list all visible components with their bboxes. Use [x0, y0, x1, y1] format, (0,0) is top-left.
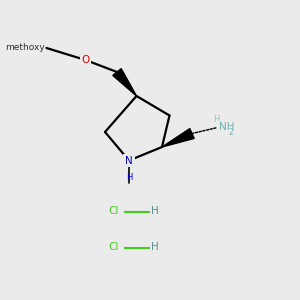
- Text: 2: 2: [229, 128, 234, 136]
- Text: H: H: [152, 206, 159, 217]
- Text: Cl: Cl: [108, 242, 119, 253]
- Text: O: O: [81, 55, 90, 65]
- Text: methoxy: methoxy: [5, 44, 45, 52]
- Polygon shape: [162, 129, 194, 147]
- Text: H: H: [126, 172, 132, 182]
- Text: N: N: [125, 155, 133, 166]
- Text: NH: NH: [219, 122, 235, 133]
- Text: Cl: Cl: [108, 206, 119, 217]
- Text: H: H: [213, 116, 219, 124]
- Polygon shape: [113, 69, 136, 96]
- Text: H: H: [152, 242, 159, 253]
